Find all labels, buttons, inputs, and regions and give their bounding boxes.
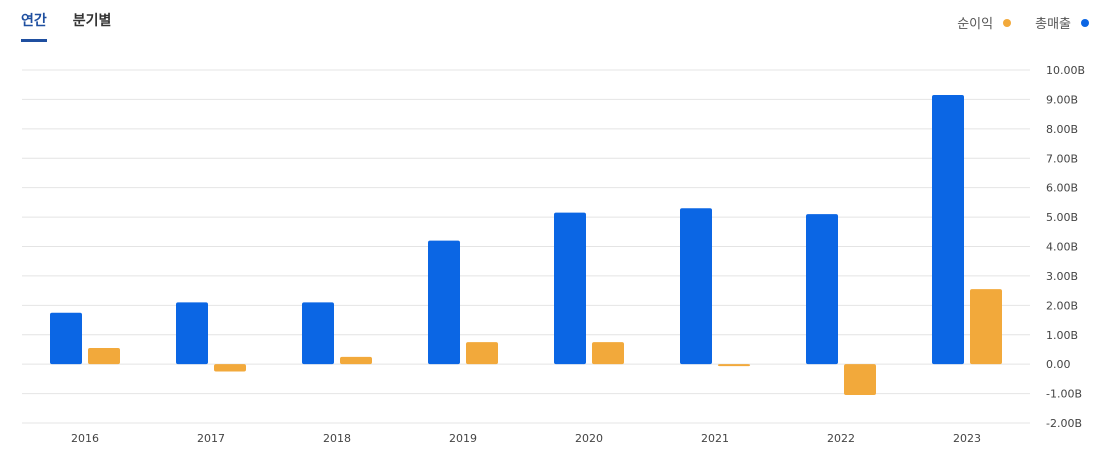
y-tick-label: 0.00 [1046, 358, 1071, 371]
y-tick-label: 5.00B [1046, 211, 1078, 224]
legend-label-revenue: 총매출 [1035, 17, 1071, 32]
y-tick-label: -1.00B [1046, 388, 1082, 401]
x-tick-label: 2016 [71, 432, 99, 445]
y-tick-label: 7.00B [1046, 152, 1078, 165]
bar-net-income[interactable] [340, 356, 372, 365]
x-axis-ticks: 2016 2017 2018 2019 2020 2021 2022 2023 [71, 432, 981, 445]
tab-quarterly[interactable]: 분기별 [72, 13, 112, 29]
y-tick-label: 8.00B [1046, 123, 1078, 136]
bar-revenue[interactable] [302, 302, 334, 365]
y-tick-label: 2.00B [1046, 299, 1078, 312]
bar-revenue[interactable] [806, 214, 838, 365]
x-tick-label: 2021 [701, 432, 729, 445]
x-tick-label: 2017 [197, 432, 225, 445]
bar-net-income[interactable] [718, 364, 750, 367]
bar-revenue[interactable] [50, 312, 82, 365]
x-tick-label: 2019 [449, 432, 477, 445]
x-tick-label: 2020 [575, 432, 603, 445]
bar-revenue[interactable] [680, 208, 712, 365]
bar-revenue[interactable] [176, 302, 208, 365]
y-tick-label: -2.00B [1046, 417, 1082, 430]
y-tick-label: 10.00B [1046, 64, 1085, 77]
bars [50, 95, 1002, 396]
grid-lines [22, 69, 1030, 424]
bar-revenue[interactable] [932, 95, 964, 365]
bar-revenue[interactable] [554, 212, 586, 365]
period-tabs: 연간 분기별 [21, 10, 111, 42]
legend-item-revenue[interactable]: 총매출 [1035, 13, 1089, 32]
x-tick-label: 2018 [323, 432, 351, 445]
x-tick-label: 2023 [953, 432, 981, 445]
legend-label-net-income: 순이익 [957, 17, 994, 32]
bar-net-income[interactable] [844, 364, 876, 396]
bar-revenue[interactable] [428, 240, 460, 365]
bar-net-income[interactable] [88, 347, 120, 365]
bar-net-income[interactable] [970, 289, 1002, 365]
y-axis-ticks: 10.00B 9.00B 8.00B 7.00B 6.00B 5.00B 4.00B 3.00… [1046, 64, 1085, 430]
tab-annual[interactable]: 연간 [21, 10, 47, 42]
y-tick-label: 1.00B [1046, 329, 1078, 342]
bar-net-income[interactable] [592, 342, 624, 365]
y-tick-label: 9.00B [1046, 93, 1078, 106]
chart-legend: 순이익 총매출 [933, 13, 1089, 32]
legend-dot-revenue [1081, 18, 1089, 27]
x-tick-label: 2022 [827, 432, 855, 445]
y-tick-label: 6.00B [1046, 182, 1078, 195]
bar-net-income[interactable] [466, 342, 498, 365]
legend-dot-net-income [1003, 18, 1012, 27]
bar-net-income[interactable] [214, 364, 246, 372]
y-tick-label: 4.00B [1046, 241, 1078, 254]
y-tick-label: 3.00B [1046, 270, 1078, 283]
legend-item-net-income[interactable]: 순이익 [957, 13, 1012, 32]
